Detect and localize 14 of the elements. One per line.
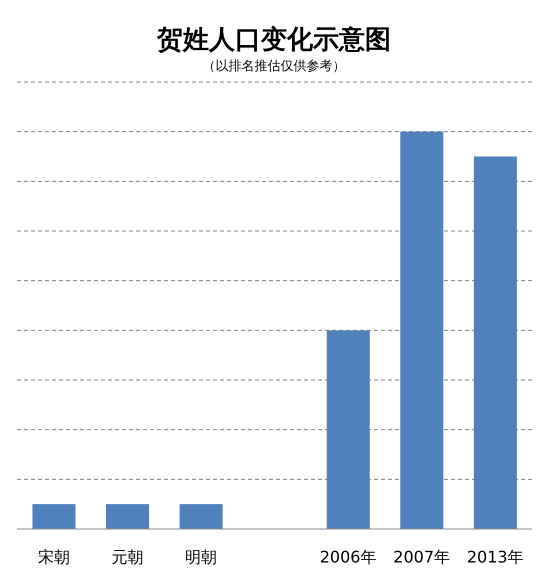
x-tick-label: 2013年 bbox=[466, 547, 524, 566]
chart-title: 贺姓人口变化示意图 bbox=[156, 24, 392, 57]
x-tick-label: 2006年 bbox=[320, 547, 376, 566]
bar bbox=[106, 504, 150, 529]
bar bbox=[326, 330, 370, 529]
x-tick-label: 2007年 bbox=[393, 547, 450, 566]
bar bbox=[180, 504, 223, 529]
x-tick-label: 宋朝 bbox=[38, 547, 70, 566]
chart-subtitle: （以排名推估仅供参考） bbox=[202, 58, 346, 75]
x-tick-label: 元朝 bbox=[111, 547, 144, 566]
x-tick-label: 明朝 bbox=[184, 547, 217, 566]
bar bbox=[32, 504, 76, 529]
bar bbox=[400, 132, 444, 529]
bar bbox=[474, 156, 517, 529]
